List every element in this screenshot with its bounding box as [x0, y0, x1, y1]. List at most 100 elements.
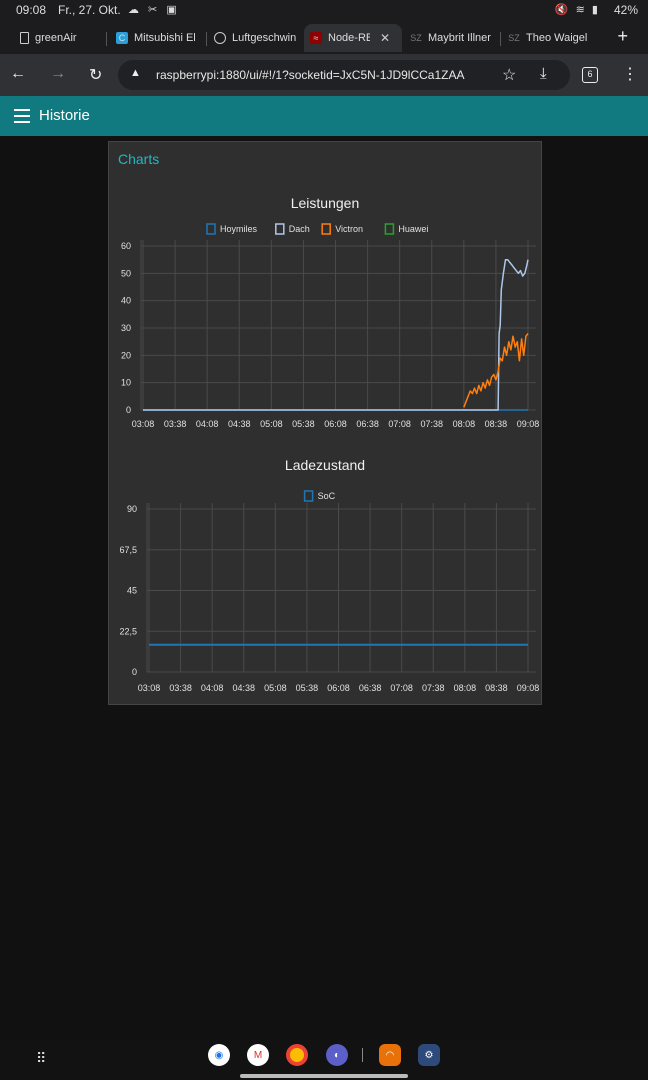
x-tick-label: 06:08 — [327, 683, 350, 693]
y-tick-label: 45 — [127, 586, 137, 596]
tab-maybrit-illner[interactable]: SZ Maybrit Illner — [404, 24, 500, 52]
y-tick-label: 20 — [121, 350, 131, 360]
x-tick-label: 08:38 — [485, 683, 508, 693]
x-tick-label: 07:08 — [390, 683, 413, 693]
y-tick-label: 40 — [121, 296, 131, 306]
leistungen-chart: Leistungen Hoymiles Dach Victron Huawei 0 10 20… — [121, 195, 540, 429]
y-tick-label: 67,5 — [119, 545, 137, 555]
tab-label: Luftgeschwin — [232, 32, 297, 44]
x-tick-label: 04:38 — [228, 419, 251, 429]
tab-luftgeschwindigkeit[interactable]: Luftgeschwin — [208, 24, 300, 52]
legend-label: Hoymiles — [220, 224, 258, 234]
legend-swatch — [206, 223, 216, 235]
x-tick-label: 09:08 — [517, 683, 540, 693]
browser-tab-strip: greenAir C Mitsubishi El Luftgeschwin ≈ … — [0, 20, 648, 54]
mitsubishi-icon: C — [116, 32, 128, 44]
more-menu-icon[interactable]: ⋮ — [622, 66, 638, 83]
y-tick-label: 0 — [126, 405, 131, 415]
settings-icon[interactable]: ⚙ — [418, 1044, 440, 1066]
tab-mitsubishi[interactable]: C Mitsubishi El — [110, 24, 202, 52]
x-tick-label: 05:08 — [260, 419, 283, 429]
document-icon — [20, 32, 29, 44]
app-header: Historie — [0, 96, 648, 136]
status-bar: 09:08 Fr., 27. Okt. ☁ ✂ ▣ 🔇 ≋ ▮ 42% — [0, 0, 648, 20]
series-line-victron — [463, 333, 529, 408]
x-tick-label: 05:08 — [264, 683, 287, 693]
tab-label: Node-RED — [328, 32, 370, 44]
maps-icon[interactable]: ◉ — [208, 1044, 230, 1066]
tab-divider — [500, 32, 501, 46]
tab-switcher-button[interactable]: 6 — [582, 67, 598, 83]
x-tick-label: 03:08 — [138, 683, 161, 693]
tab-label: Theo Waigel — [526, 32, 588, 44]
legend-swatch — [303, 490, 314, 502]
y-tick-label: 60 — [121, 241, 131, 251]
x-tick-label: 08:08 — [453, 419, 476, 429]
globe-icon — [214, 32, 226, 44]
legend-swatch — [321, 223, 331, 235]
url-text[interactable]: raspberrypi:1880/ui/#!/1?socketid=JxC5N-… — [156, 68, 465, 82]
x-tick-label: 05:38 — [296, 683, 319, 693]
app-icon[interactable]: ◠ — [379, 1044, 401, 1066]
hamburger-menu-icon[interactable] — [14, 109, 30, 123]
address-bar[interactable]: ▲ raspberrypi:1880/ui/#!/1?socketid=JxC5… — [118, 60, 570, 90]
tab-theo-waigel[interactable]: SZ Theo Waigel — [502, 24, 594, 52]
x-tick-label: 04:08 — [201, 683, 224, 693]
android-taskbar: ⠿ ◉ M ◐ ◠ ⚙ — [0, 1040, 648, 1080]
notification-icons: ☁ ✂ ▣ — [128, 4, 180, 16]
back-arrow-icon[interactable]: ← — [10, 65, 26, 82]
tab-divider — [106, 32, 107, 46]
legend-label: Huawei — [398, 224, 428, 234]
series-line-dach — [143, 258, 529, 411]
tab-label: Mitsubishi El — [134, 32, 196, 44]
sz-icon: SZ — [508, 33, 520, 43]
reload-icon[interactable]: ↻ — [89, 67, 103, 84]
x-tick-label: 05:38 — [292, 419, 315, 429]
y-tick-label: 10 — [121, 378, 131, 388]
legend-label: Dach — [289, 224, 310, 234]
gmail-icon[interactable]: M — [247, 1044, 269, 1066]
bookmark-star-icon[interactable]: ☆ — [502, 67, 517, 84]
not-secure-warning-icon[interactable]: ▲ — [130, 67, 141, 79]
tab-node-red[interactable]: ≈ Node-RED ✕ — [304, 24, 402, 52]
y-tick-label: 0 — [132, 667, 137, 677]
status-date: Fr., 27. Okt. — [58, 3, 121, 17]
chart-title: Ladezustand — [285, 457, 365, 473]
x-tick-label: 08:08 — [454, 683, 477, 693]
x-tick-label: 09:08 — [517, 419, 540, 429]
legend-swatch — [275, 223, 285, 235]
y-tick-label: 30 — [121, 323, 131, 333]
home-indicator[interactable] — [240, 1074, 408, 1078]
legend-label: SoC — [318, 491, 336, 501]
new-tab-button[interactable]: + — [617, 26, 628, 46]
nodered-icon: ≈ — [310, 32, 322, 44]
tab-label: greenAir — [35, 32, 77, 44]
x-tick-label: 03:38 — [164, 419, 187, 429]
sz-icon: SZ — [410, 33, 422, 43]
x-tick-label: 08:38 — [485, 419, 508, 429]
x-tick-label: 07:08 — [388, 419, 411, 429]
close-tab-icon[interactable]: ✕ — [380, 31, 391, 45]
card-title: Charts — [118, 151, 160, 167]
dock-separator — [362, 1048, 363, 1062]
status-time: 09:08 — [16, 3, 47, 17]
x-tick-label: 07:38 — [422, 683, 445, 693]
x-tick-label: 04:08 — [196, 419, 219, 429]
y-tick-label: 50 — [121, 268, 131, 278]
tab-label: Maybrit Illner — [428, 32, 491, 44]
x-tick-label: 06:38 — [356, 419, 379, 429]
forward-arrow-icon[interactable]: → — [50, 65, 66, 82]
x-tick-label: 04:38 — [232, 683, 255, 693]
connectivity-icons: 🔇 ≋ ▮ — [554, 4, 600, 16]
browser-icon[interactable]: ◐ — [326, 1044, 348, 1066]
tab-greenair[interactable]: greenAir — [14, 24, 106, 52]
legend-label: Victron — [335, 224, 363, 234]
app-drawer-icon[interactable]: ⠿ — [36, 1050, 48, 1066]
ladezustand-chart: Ladezustand SoC 0 22,5 45 67,5 90 03:08 03:38 04:… — [119, 457, 540, 693]
battery-level: 42% — [613, 3, 638, 17]
browser-toolbar: ← → ↻ ▲ raspberrypi:1880/ui/#!/1?socketi… — [0, 54, 648, 96]
x-tick-label: 06:08 — [324, 419, 347, 429]
chrome-icon[interactable] — [286, 1044, 308, 1066]
download-icon[interactable]: ⤓ — [540, 65, 547, 82]
x-tick-label: 03:38 — [169, 683, 192, 693]
